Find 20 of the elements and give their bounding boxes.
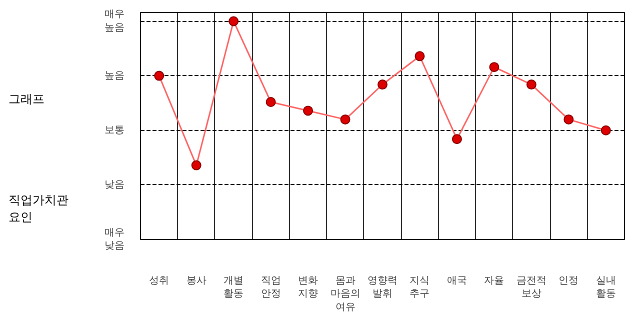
x-tick-label: 개별 활동 xyxy=(224,276,244,300)
x-tick-label: 인정 xyxy=(558,276,579,286)
x-tick-label: 영향력 발휘 xyxy=(368,276,398,300)
x-tick-label: 금전적 보상 xyxy=(516,276,546,300)
text: 높음 xyxy=(104,70,124,82)
x-tick-label: 애국 xyxy=(446,276,467,286)
x-tick-label: 실내 활동 xyxy=(596,276,616,300)
x-tick-label: 성취 xyxy=(149,276,170,286)
x-tick-label: 몸과 마음의 여유 xyxy=(330,276,360,313)
text: 매우 높음 xyxy=(104,9,124,34)
text: 매우 낮음 xyxy=(104,227,124,252)
text: 그래프 xyxy=(8,92,44,106)
x-tick-label: 자율 xyxy=(484,276,504,286)
text: 보통 xyxy=(104,124,124,136)
x-tick-label: 변화 지향 xyxy=(298,276,318,300)
x-tick-label: 봉사 xyxy=(186,276,206,286)
text: 직업가치관 요인 xyxy=(8,193,68,224)
x-tick-label: 지식 추구 xyxy=(410,276,430,300)
text: 낮음 xyxy=(104,179,124,190)
x-tick-label: 직업 안정 xyxy=(260,276,281,300)
